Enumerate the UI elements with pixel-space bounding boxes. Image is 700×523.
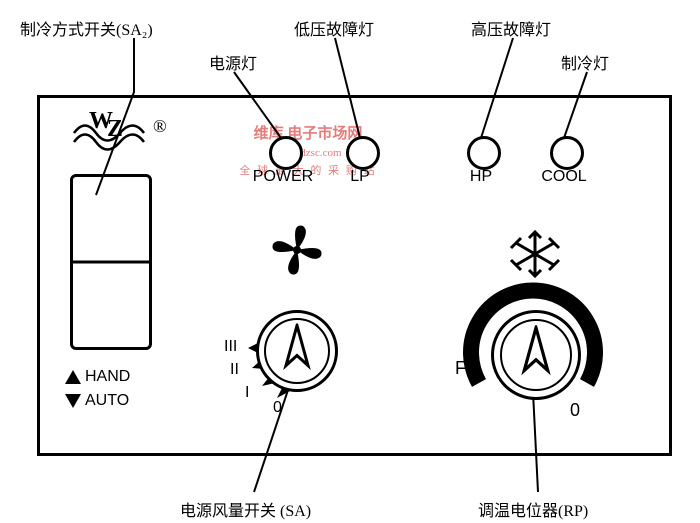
temp-0-label: 0 — [570, 400, 580, 421]
callout-power-label: 电源灯 — [209, 50, 257, 74]
fan-speed-knob[interactable] — [256, 310, 338, 392]
callout-cool-label: 制冷灯 — [561, 50, 609, 74]
knob-pointer-icon — [520, 325, 552, 379]
callout-lp-label: 低压故障灯 — [294, 16, 374, 40]
logo-z: Z — [107, 116, 123, 142]
temp-f-label: F — [455, 358, 466, 379]
auto-text: AUTO — [85, 392, 129, 409]
lp-indicator — [346, 136, 380, 170]
knob-pointer-icon — [282, 324, 312, 374]
fan-tick-i: I — [245, 384, 249, 402]
fan-tick-iii: III — [224, 338, 237, 356]
fan-tick-0: 0 — [273, 399, 282, 417]
rocker-auto-label: AUTO — [65, 392, 129, 410]
temperature-knob[interactable] — [491, 310, 581, 400]
hp-indicator-label: HP — [470, 168, 492, 186]
lp-indicator-label: LP — [350, 168, 370, 186]
cool-indicator — [550, 136, 584, 170]
fan-tick-ii: II — [230, 361, 239, 379]
power-indicator — [269, 136, 303, 170]
callout-sa-label: 电源风量开关 (SA) — [180, 497, 311, 521]
callout-hp-label: 高压故障灯 — [471, 16, 551, 40]
hp-indicator — [467, 136, 501, 170]
callout-sa2-label: 制冷方式开关(SA₂) — [20, 16, 153, 40]
triangle-up-icon — [65, 370, 81, 384]
rocker-switch-sa2[interactable] — [70, 174, 152, 350]
power-indicator-label: POWER — [253, 168, 313, 186]
brand-logo: WZ ® — [89, 108, 167, 135]
cool-indicator-label: COOL — [541, 168, 586, 186]
rocker-divider — [73, 261, 149, 264]
callout-rp-label: 调温电位器(RP) — [478, 497, 588, 521]
logo-reg: ® — [153, 116, 167, 136]
hand-text: HAND — [85, 368, 130, 385]
triangle-down-icon — [65, 394, 81, 408]
rocker-hand-label: HAND — [65, 368, 130, 386]
diagram-root: 维库 电子市场网 www.dzsc.com 全 球 最 大 的 采 购 站 制冷… — [0, 0, 700, 523]
